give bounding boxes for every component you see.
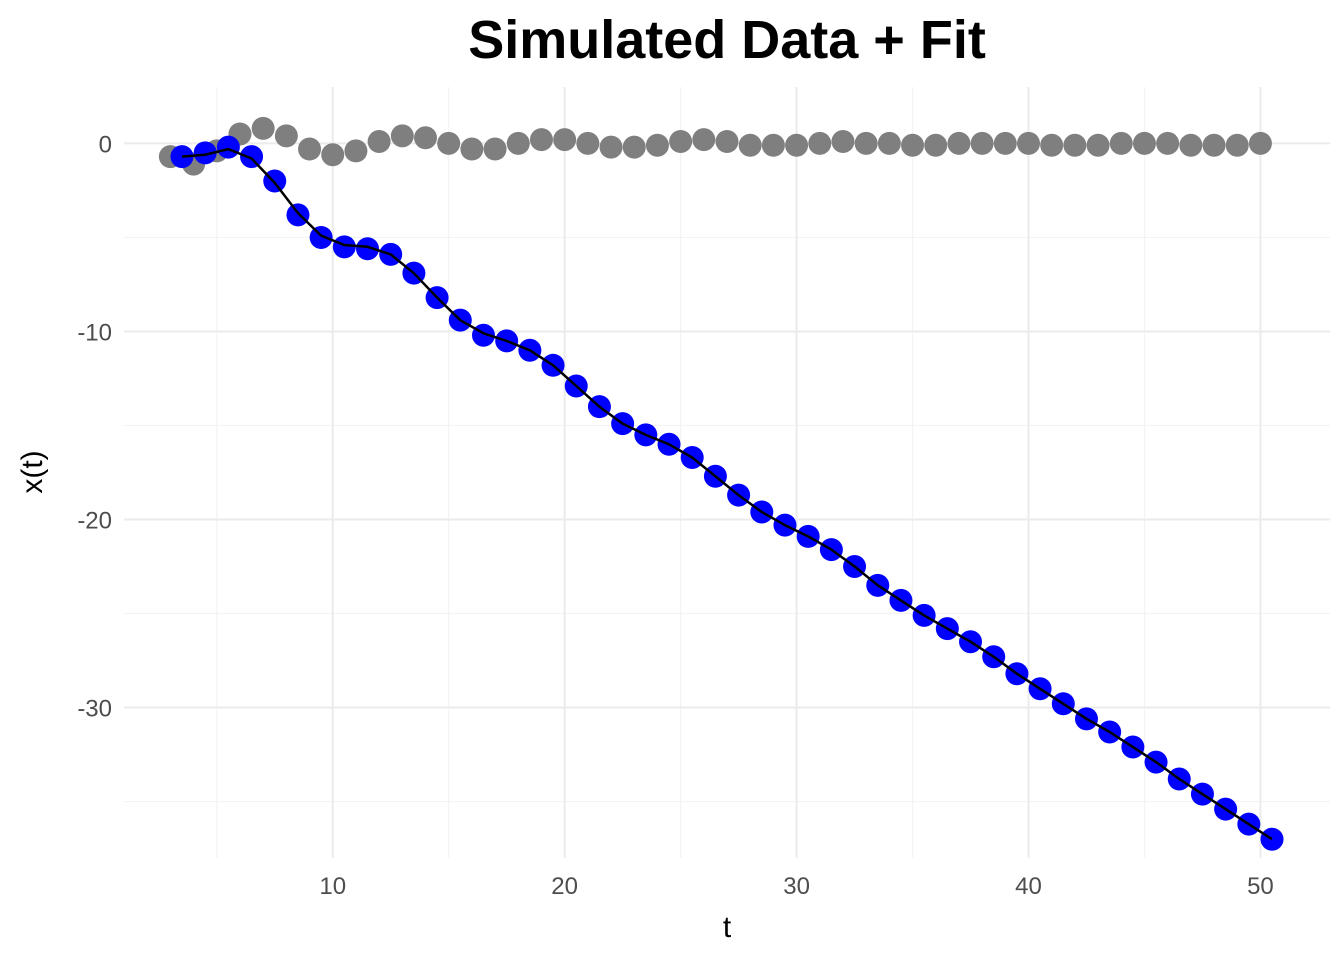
gray-data-point [506,131,530,155]
gray-data-point [715,130,739,154]
gray-data-point [901,133,925,157]
chart-title: Simulated Data + Fit [468,10,986,70]
gray-data-point [1132,131,1156,155]
y-tick-label: 0 [99,131,112,158]
blue-data-point [356,237,380,261]
gray-data-point [622,135,646,159]
gray-data-point [414,126,437,150]
y-tick-label: -20 [77,508,112,535]
gray-data-point [1248,131,1272,155]
gray-data-point [761,133,785,157]
gray-data-point [738,133,762,157]
gray-data-point [970,131,994,155]
gray-data-point [877,131,901,155]
gray-data-point [808,131,832,155]
gray-data-point [553,128,577,152]
blue-data-point [286,203,310,227]
gray-data-point [437,131,461,155]
gray-data-point [1017,131,1040,155]
gray-data-point [1040,133,1064,157]
gray-data-point [1109,131,1133,155]
y-tick-label: -30 [77,696,112,723]
gray-data-point [321,143,345,167]
gray-data-point [529,128,553,152]
gray-data-point [1202,133,1226,157]
x-tick-label: 40 [1015,873,1042,900]
gray-data-point [483,137,507,161]
gray-data-point [669,130,693,154]
gray-data-point [924,133,948,157]
y-tick-label: -10 [77,319,112,346]
gray-data-point [1179,133,1203,157]
gray-data-point [993,131,1017,155]
gray-data-point [576,131,600,155]
gray-data-point [344,139,368,163]
gray-data-point [298,137,322,161]
x-axis-label: t [723,911,732,944]
gray-data-point [831,130,855,154]
gray-data-point [1156,131,1180,155]
gray-data-point [367,130,391,154]
gray-data-point [1086,133,1110,157]
x-tick-label: 10 [319,873,346,900]
x-tick-label: 30 [783,873,810,900]
gray-data-point [599,135,623,159]
blue-data-point [240,145,264,169]
gray-data-point [1063,133,1087,157]
blue-data-point [170,145,194,169]
gray-data-point [785,133,809,157]
blue-data-point [193,141,217,165]
gray-data-point [854,131,878,155]
points-layer [158,116,1284,851]
gray-data-point [1225,133,1249,157]
blue-data-point [1260,827,1284,851]
ticks-layer: 10 20 30 40 50 0 -10 -20 -30 [77,131,1273,900]
gray-data-point [274,124,298,148]
gray-data-point [692,128,716,152]
gray-data-point [645,133,669,157]
gray-data-point [460,137,484,161]
gray-data-point [251,116,275,140]
blue-data-point [216,135,240,159]
gray-data-point [390,124,414,148]
gray-data-point [947,131,971,155]
y-axis-label: x(t) [16,450,49,493]
grid [124,87,1330,858]
x-tick-label: 50 [1247,873,1274,900]
fit-line [181,147,1273,841]
blue-data-point [332,235,356,259]
x-tick-label: 20 [551,873,578,900]
